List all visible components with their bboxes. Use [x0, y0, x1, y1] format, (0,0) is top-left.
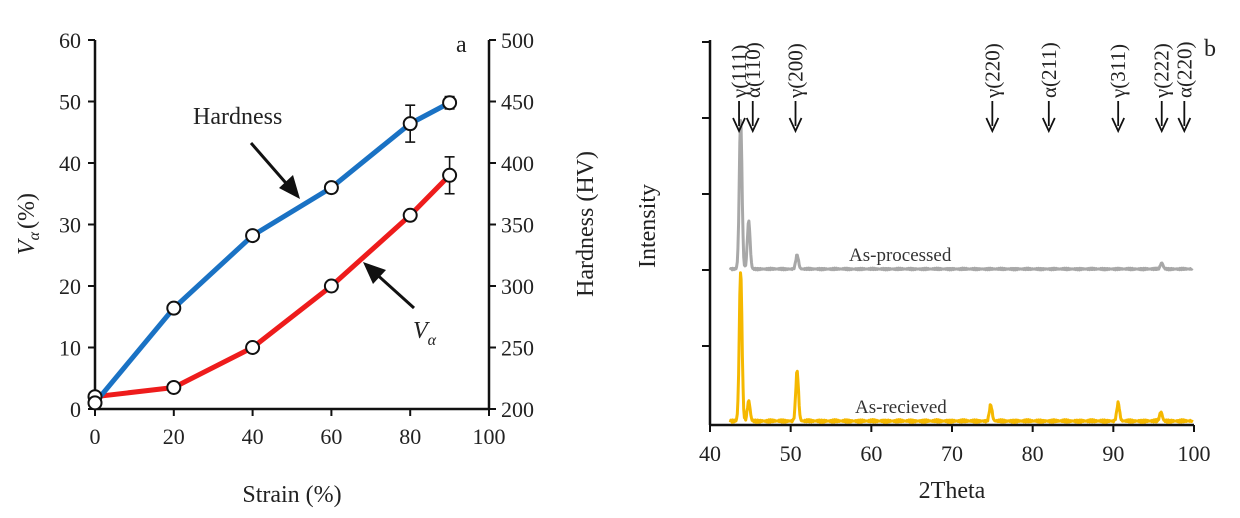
panel-a-right-tick-label: 300	[501, 274, 534, 299]
phase-marker-label: γ(200)	[784, 43, 808, 99]
hardness-arrow	[249, 142, 300, 199]
panel-a-right-tick-label: 500	[501, 28, 534, 53]
phase-marker-label: α(220)	[1172, 42, 1196, 99]
panel-b-x-tick-label: 50	[780, 441, 802, 466]
panel-a-left-tick-label: 0	[70, 397, 81, 422]
panel-b-x-tick-label: 90	[1102, 441, 1124, 466]
as-processed-trace	[728, 119, 1194, 272]
panel-a-points	[87, 95, 458, 411]
phase-marker-label: γ(220)	[980, 43, 1004, 99]
panel-a-y-symbol: V	[14, 238, 40, 255]
panel-a-left-tick-label: 60	[59, 28, 81, 53]
hardness-line	[93, 100, 451, 405]
panel-a-x-tick-label: 60	[320, 424, 342, 449]
hardness-point	[402, 116, 418, 132]
v-alpha-point	[166, 379, 182, 395]
v-alpha-point	[442, 167, 458, 183]
v-alpha-point	[323, 278, 339, 294]
panel-a-left-tick-label: 40	[59, 151, 81, 176]
panel-a-label: a	[456, 32, 467, 58]
panel-b-x-tick-label: 80	[1022, 441, 1044, 466]
panel-a-left-y-ticks: 0 10 20 30 40 50 60	[59, 28, 95, 422]
hardness-point	[323, 180, 339, 196]
hardness-annotation: Hardness	[193, 104, 282, 130]
panel-a-left-tick-label: 50	[59, 90, 81, 115]
phase-marker-label: α(211)	[1037, 42, 1061, 98]
panel-a-right-tick-label: 350	[501, 213, 534, 238]
v-alpha-point	[402, 207, 418, 223]
panel-b-x-tick-label: 60	[860, 441, 882, 466]
v-alpha-subscript: α	[428, 332, 437, 349]
panel-a-y-unit: (%)	[14, 193, 40, 229]
hardness-point	[442, 95, 458, 111]
panel-a-x-tick-label: 80	[399, 424, 421, 449]
panel-a-x-tick-label: 40	[242, 424, 264, 449]
v-alpha-annotation: Vα	[413, 318, 437, 349]
panel-b-x-tick-label: 100	[1178, 441, 1211, 466]
v-alpha-line	[94, 173, 452, 400]
panel-a-x-axis-title: Strain (%)	[242, 482, 341, 508]
as-received-label: As-recieved	[855, 397, 947, 418]
panel-a-left-tick-label: 20	[59, 274, 81, 299]
panel-a-y-subscript: α	[26, 231, 43, 240]
panel-a-left-y-axis-title: Vα (%)	[14, 193, 43, 255]
phase-marker-arrow-head	[1041, 117, 1056, 134]
phase-marker-arrow-head	[1111, 117, 1125, 134]
phase-marker-arrow-head	[985, 117, 1000, 134]
panel-a-right-tick-label: 200	[501, 397, 534, 422]
as-received-trace	[728, 271, 1194, 424]
phase-marker-arrow-head	[1177, 117, 1192, 134]
phase-marker-label: γ(311)	[1106, 44, 1130, 99]
v-alpha-arrow	[363, 262, 416, 310]
hardness-point	[166, 300, 182, 316]
panel-b-x-tick-label: 40	[699, 441, 721, 466]
panel-a-x-tick-label: 20	[163, 424, 185, 449]
panel-a-axes	[93, 40, 491, 411]
panel-a-right-tick-label: 250	[501, 336, 534, 361]
phase-marker-arrow-head	[788, 117, 803, 134]
phase-marker-arrow-head	[745, 117, 760, 134]
panel-b-traces	[728, 119, 1194, 424]
panel-a-x-tick-label: 0	[90, 424, 101, 449]
phase-marker-label: γ(111)	[727, 45, 751, 99]
panel-a-right-tick-label: 450	[501, 90, 534, 115]
v-alpha-point	[245, 340, 261, 355]
panel-a-series	[93, 100, 452, 405]
panel-b-y-axis-title: Intensity	[635, 184, 661, 268]
phase-marker-label: α(110)	[741, 42, 765, 98]
panel-a: 0 20 40 60 80 100 0 10 20 30 40 50 60 200 250 300 350 4…	[14, 28, 599, 508]
phase-marker-arrow-head	[1154, 117, 1169, 134]
panel-b-x-axis-title: 2Theta	[919, 478, 986, 504]
panel-a-right-y-axis-title: Hardness (HV)	[573, 151, 599, 297]
hardness-point	[245, 228, 261, 244]
panel-b-phase-markers: γ(111)α(110) γ(200) γ(220) α(211) γ(311) γ(22…	[727, 42, 1196, 134]
panel-a-left-tick-label: 10	[59, 336, 81, 361]
panel-a-x-tick-label: 100	[473, 424, 506, 449]
panel-b-x-ticks: 40 50 60 70 80 90 100	[699, 425, 1211, 466]
hardness-point	[87, 395, 103, 411]
panel-a-right-y-ticks: 200 250 300 350 400 450 500	[489, 28, 534, 422]
phase-marker-label: γ(222)	[1150, 43, 1174, 99]
panel-a-x-ticks: 0 20 40 60 80 100	[90, 409, 506, 449]
v-alpha-symbol: V	[413, 318, 430, 344]
panel-b-label: b	[1204, 36, 1216, 62]
panel-a-left-tick-label: 30	[59, 213, 81, 238]
panel-a-right-tick-label: 400	[501, 151, 534, 176]
phase-marker-arrow-head	[732, 117, 746, 134]
panel-b-x-tick-label: 70	[941, 441, 963, 466]
panel-b: 40 50 60 70 80 90 100 γ(111)α(110) γ(200) γ(220)…	[635, 36, 1216, 504]
as-processed-label: As-processed	[849, 245, 952, 266]
